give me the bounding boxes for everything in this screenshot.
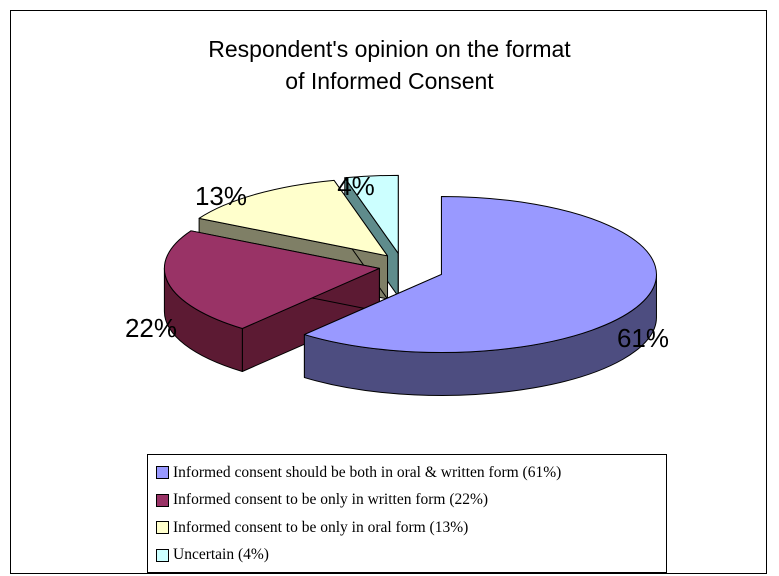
pie-slice-oral-and-written — [303, 195, 657, 396]
chart-title: Respondent's opinion on the format of In… — [11, 33, 768, 97]
legend-item-oral-only: Informed consent to be only in oral form… — [148, 514, 666, 542]
chart-frame: Respondent's opinion on the format of In… — [10, 10, 767, 574]
legend-item-written-only: Informed consent to be only in written f… — [148, 487, 666, 515]
chart-title-line-2: of Informed Consent — [285, 68, 494, 94]
pie-slice-written-only — [163, 230, 380, 372]
legend-item-oral-and-written: Informed consent should be both in oral … — [148, 459, 666, 487]
legend-swatch-oral-only — [156, 521, 169, 535]
pie-slice-uncertain-top — [344, 174, 399, 254]
legend-item-uncertain: Uncertain (4%) — [148, 542, 666, 570]
legend-swatch-oral-and-written — [156, 466, 169, 480]
pie-slice-oral-and-written-top — [303, 195, 657, 353]
legend-label-oral-only: Informed consent to be only in oral form… — [173, 518, 469, 536]
legend-label-written-only: Informed consent to be only in written f… — [173, 491, 489, 509]
pie-slice-oral-only-top — [198, 179, 389, 257]
chart-title-line-1: Respondent's opinion on the format — [208, 36, 571, 62]
legend-label-oral-and-written: Informed consent should be both in oral … — [173, 463, 562, 481]
legend-label-uncertain: Uncertain (4%) — [173, 546, 269, 564]
legend-swatch-written-only — [156, 493, 169, 507]
chart-legend: Informed consent should be both in oral … — [147, 454, 667, 573]
pie-label-oral-only: 13% — [195, 181, 247, 211]
legend-swatch-uncertain — [156, 548, 169, 562]
pie-label-uncertain: 4% — [337, 171, 375, 201]
pie-chart: 61% 22% 13% 4% — [125, 171, 669, 396]
pie-label-written-only: 22% — [125, 313, 177, 343]
pie-label-oral-and-written: 61% — [617, 323, 669, 353]
pie-slice-written-only-top — [163, 230, 380, 329]
